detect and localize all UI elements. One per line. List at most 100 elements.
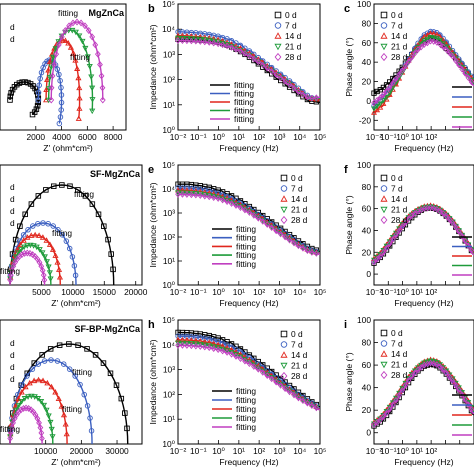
data-point	[377, 94, 384, 102]
data-point	[21, 396, 28, 402]
panel-g	[0, 319, 143, 445]
data-point	[399, 385, 406, 392]
data-point	[268, 224, 275, 232]
x-tick-label: 10⁰	[396, 446, 409, 456]
data-point	[84, 403, 91, 409]
y-tick-label: 20	[362, 77, 372, 87]
data-point	[55, 266, 63, 272]
y-tick-label: 10¹	[163, 414, 175, 424]
data-point	[380, 249, 387, 256]
legend-marker	[280, 351, 288, 358]
x-tick-label: 10⁻¹	[190, 446, 207, 456]
data-point	[41, 254, 48, 260]
legend-label: 14 d	[391, 31, 408, 41]
data-point	[89, 33, 96, 41]
fitting-annotation: fitting	[0, 424, 20, 434]
data-point	[309, 249, 315, 256]
data-point	[97, 61, 103, 69]
data-point	[175, 35, 181, 42]
data-point	[418, 364, 424, 371]
data-point	[58, 33, 65, 41]
data-point	[383, 82, 390, 88]
data-point	[46, 241, 53, 247]
data-point	[390, 401, 396, 409]
data-point	[46, 58, 53, 65]
data-point	[246, 52, 253, 60]
data-point	[29, 251, 36, 259]
data-point	[20, 232, 27, 238]
y-axis-label: Impedance (ohm*cm²)	[148, 24, 158, 109]
x-tick-label: 10⁻²	[366, 287, 383, 297]
legend-label: 0 d	[285, 10, 297, 20]
data-point	[62, 37, 69, 44]
legend-marker	[280, 371, 288, 381]
y-tick-label: 0	[366, 269, 371, 279]
data-point	[22, 79, 28, 85]
data-point	[63, 430, 70, 437]
data-point	[58, 92, 65, 98]
data-point	[374, 103, 381, 110]
data-point	[48, 383, 55, 390]
x-tick-label: 10²	[425, 287, 437, 297]
data-point	[377, 252, 384, 260]
data-point	[437, 207, 443, 215]
data-point	[371, 109, 377, 115]
legend-label: 28 d	[391, 215, 408, 225]
x-tick-label: 4000	[52, 132, 71, 142]
data-point	[383, 87, 390, 95]
data-point	[260, 369, 266, 376]
data-point	[188, 191, 195, 199]
data-point	[79, 38, 86, 45]
data-point	[175, 190, 181, 198]
data-point	[456, 386, 462, 394]
data-point	[32, 231, 39, 238]
legend-label: 21 d	[391, 205, 408, 215]
legend-label: 7 d	[391, 339, 403, 349]
data-point	[374, 419, 380, 426]
data-point	[437, 363, 443, 371]
x-tick-label: 10⁰	[212, 132, 225, 142]
data-point	[57, 114, 64, 120]
data-point	[41, 276, 48, 284]
data-point	[95, 211, 102, 218]
data-point	[440, 366, 446, 374]
y-tick-label: 40	[362, 383, 372, 393]
data-point	[8, 424, 15, 432]
legend-marker	[380, 174, 388, 182]
data-point	[192, 341, 199, 347]
data-point	[65, 40, 72, 46]
legend-fit-label: fitting	[236, 233, 256, 243]
data-point	[46, 75, 53, 81]
fit-line	[47, 29, 94, 111]
data-point	[459, 232, 465, 240]
data-point	[47, 346, 54, 352]
data-point	[206, 193, 213, 201]
fitting-annotation: fitting	[62, 404, 82, 414]
data-point	[98, 72, 105, 80]
data-point	[291, 391, 297, 399]
data-point	[184, 342, 190, 349]
series-28d	[175, 190, 321, 257]
data-point	[36, 247, 43, 253]
legend-fit-label: fitting	[236, 241, 256, 251]
data-point	[19, 79, 25, 85]
data-point	[242, 50, 248, 57]
data-point	[84, 346, 90, 352]
y-tick-label: 10⁵	[162, 0, 175, 9]
legend-marker	[274, 52, 282, 62]
data-point	[437, 40, 443, 48]
legend-label: 21 d	[391, 360, 408, 370]
data-point	[374, 88, 380, 95]
data-point	[179, 340, 186, 347]
data-point	[35, 376, 42, 383]
data-point	[82, 22, 88, 30]
y-tick-label: -20	[359, 115, 371, 125]
data-point	[45, 264, 52, 271]
data-point	[300, 244, 306, 252]
data-point	[393, 396, 399, 404]
x-axis-label: Z' (ohm*cm²)	[51, 457, 101, 467]
data-point	[40, 220, 46, 226]
data-point	[215, 346, 221, 354]
data-point	[55, 395, 62, 402]
data-point	[63, 238, 70, 244]
